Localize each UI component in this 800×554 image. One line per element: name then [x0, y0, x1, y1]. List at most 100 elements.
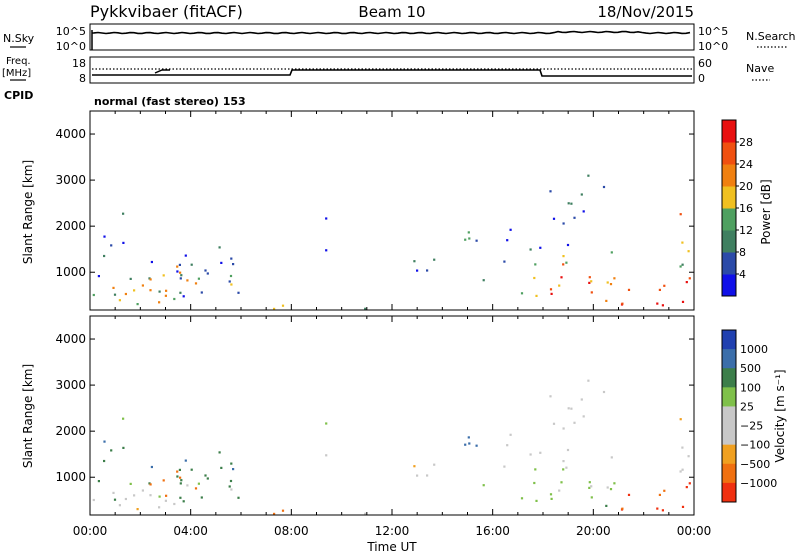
velocity-cell	[133, 494, 136, 497]
velocity-colorbar-tick-label: 25	[740, 400, 754, 413]
noise-right-tick-bottom: 10^0	[698, 40, 728, 53]
power-cell	[562, 222, 565, 225]
colorbar-segment	[722, 142, 736, 165]
power-cell	[118, 299, 121, 302]
nave-label: Nave	[746, 62, 774, 75]
power-cell	[179, 277, 182, 280]
power-cell	[570, 202, 573, 205]
power-cell	[562, 255, 565, 258]
colorbar-segment	[722, 406, 736, 427]
velocity-cell	[565, 466, 568, 469]
power-cell	[180, 274, 183, 277]
x-tick-label: 08:00	[274, 524, 309, 538]
velocity-cell	[663, 489, 666, 492]
power-cell	[567, 202, 570, 205]
power-cell	[141, 284, 144, 287]
velocity-cell	[533, 481, 536, 485]
velocity-cell	[588, 486, 591, 489]
velocity-cell	[681, 446, 684, 449]
velocity-cell	[165, 494, 168, 497]
velocity-cell	[685, 486, 688, 489]
colorbar-segment	[722, 164, 736, 187]
power-cell	[464, 238, 467, 241]
velocity-cell	[426, 474, 429, 477]
power-cell	[609, 283, 613, 286]
velocity-cell	[602, 390, 606, 394]
velocity-cell	[179, 482, 182, 485]
power-cell	[681, 263, 684, 266]
noise-panel: N.Sky 10^5 10^0 10^5 10^0 N.Search	[3, 23, 796, 53]
freq-trace-detail	[154, 69, 170, 74]
colorbar-segment	[722, 482, 736, 503]
velocity-cell	[149, 494, 152, 497]
velocity-cell	[550, 497, 553, 500]
velocity-cell	[232, 468, 235, 471]
power-cell	[509, 228, 512, 231]
power-cell	[197, 277, 200, 280]
velocity-cell	[468, 442, 471, 445]
power-cell	[627, 288, 631, 291]
velocity-cell	[534, 468, 537, 471]
noise-panel-frame	[89, 23, 695, 51]
velocity-cell	[118, 504, 121, 507]
power-cell	[325, 217, 328, 220]
velocity-cell	[122, 446, 125, 449]
power-cell	[426, 269, 429, 272]
power-cell	[124, 292, 127, 296]
power-cell	[475, 239, 478, 242]
station-title: Pykkvibaer (fitACF)	[90, 2, 243, 21]
cpid-text: normal (fast stereo) 153	[94, 95, 246, 108]
freq-right-tick-bottom: 0	[698, 72, 705, 85]
power-cell	[281, 304, 285, 307]
power-cell	[228, 280, 231, 283]
colorbar-segment	[722, 330, 736, 350]
velocity-cell	[103, 440, 106, 443]
power-y-axis: 1000 2000 3000 4000	[55, 127, 694, 279]
power-cell	[681, 300, 685, 303]
power-cell	[204, 269, 207, 272]
noise-search-label: N.Search	[746, 30, 796, 43]
velocity-cell	[520, 497, 524, 500]
power-cell	[220, 261, 223, 264]
time-tick-labels: 00:00 04:00 08:00 12:00 16:00 20:00 00:00	[73, 524, 712, 538]
velocity-cell	[681, 468, 684, 471]
power-cell	[103, 235, 106, 238]
power-cell	[149, 278, 152, 281]
power-cell	[230, 283, 233, 286]
power-cell	[232, 263, 235, 266]
velocity-cell	[587, 379, 590, 382]
power-cell	[566, 243, 570, 247]
velocity-cell	[566, 448, 570, 452]
velocity-cell	[688, 482, 691, 485]
velocity-cell	[416, 474, 419, 477]
velocity-cell	[180, 479, 183, 482]
velocity-cell	[679, 418, 682, 421]
x-tick-label: 16:00	[475, 524, 510, 538]
colorbar-segment	[722, 444, 736, 465]
xlabel-time-ut: Time UT	[366, 540, 417, 554]
colorbar-segment	[722, 230, 736, 253]
y-tick-label: 2000	[55, 219, 86, 233]
x-tick-label: 20:00	[576, 524, 611, 538]
velocity-cell	[230, 488, 233, 491]
velocity-cell	[605, 504, 608, 507]
power-cell	[178, 263, 181, 266]
power-colorbar-tick-label: 16	[739, 202, 753, 215]
power-colorbar-tick-label: 4	[739, 268, 746, 281]
velocity-cell	[194, 487, 198, 490]
velocity-cell	[679, 470, 682, 473]
velocity-cell	[687, 455, 690, 458]
power-cell	[122, 241, 125, 244]
power-cell	[200, 291, 203, 294]
velocity-colorbar-tick-label: −1000	[740, 477, 777, 490]
power-cell	[535, 294, 538, 297]
velocity-x-ticks	[89, 316, 695, 515]
power-cell	[194, 282, 198, 285]
velocity-cell	[590, 496, 593, 499]
power-colorbar-tick-label: 8	[739, 246, 746, 259]
velocity-cell	[184, 459, 187, 462]
power-cell	[149, 289, 152, 292]
power-cell	[164, 294, 167, 297]
power-cell	[590, 280, 593, 283]
